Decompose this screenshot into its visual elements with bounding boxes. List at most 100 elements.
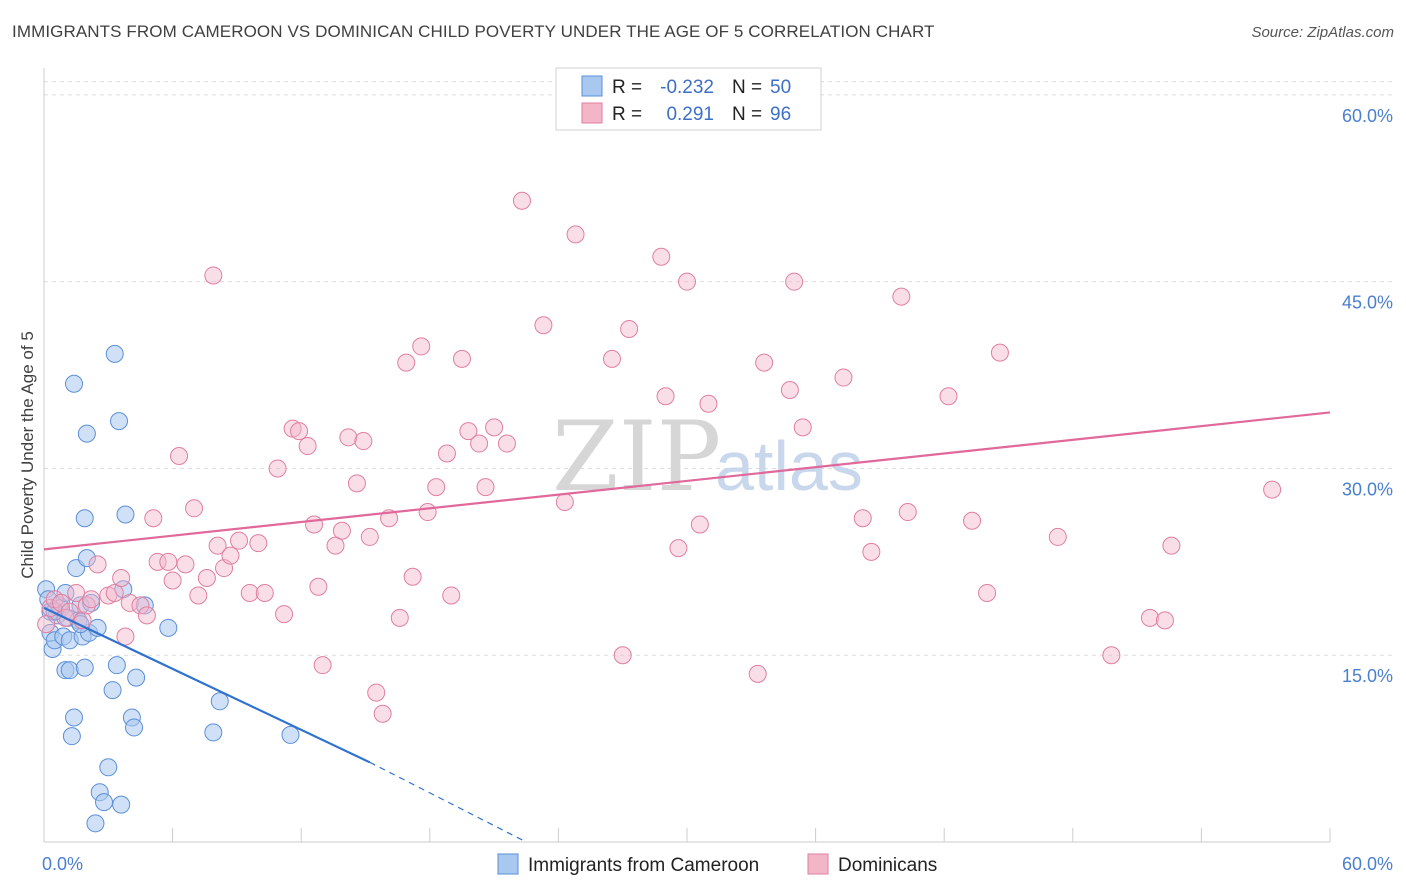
points-layer [37,191,1282,833]
series-legend-label-cameroon: Immigrants from Cameroon [528,855,759,876]
dominicans-point [159,552,178,571]
dominicans-point [189,586,208,605]
cameroon-point [65,708,84,727]
x-tick-label: 60.0% [1342,854,1393,874]
cameroon-point [159,618,178,637]
dominicans-point [208,536,227,555]
dominicans-point [116,627,135,646]
dominicans-point [1048,527,1067,546]
dominicans-point [397,353,416,372]
dominicans-point [170,447,189,465]
watermark-zip: ZIP [552,401,721,513]
cameroon-point [110,412,129,431]
dominicans-point [298,437,317,456]
dominicans-point [602,349,621,368]
dominicans-point [275,605,294,624]
dominicans-point [656,387,675,406]
cameroon-trend-line [43,606,371,764]
dominicans-point [476,478,495,497]
dominicans-point [780,381,799,400]
dominicans-point [512,191,531,210]
dominicans-point [249,534,268,553]
series-legend-label-dominicans: Dominicans [838,855,937,876]
dominicans-point [652,247,671,266]
dominicans-point [339,428,358,447]
dominicans-point [620,319,639,338]
cameroon-point [77,424,96,443]
axes-layer [43,68,1331,843]
cameroon-point [107,656,126,675]
dominicans-point [204,266,223,285]
dominicans-point [360,527,379,546]
series-legend: Immigrants from Cameroon Dominicans [497,853,937,876]
stats-legend-swatch-pink [581,102,603,124]
dominicans-point [898,503,917,522]
dominicans-point [112,569,131,588]
dominicans-point [305,515,324,534]
dominicans-point [470,434,489,453]
stats-legend-swatch-blue [581,75,603,97]
dominicans-point [892,287,911,306]
y-tick-label: 60.0% [1342,106,1393,126]
dominicans-point [412,337,431,356]
dominicans-point [1102,646,1121,665]
dominicans-point [105,583,124,602]
y-tick-label: 15.0% [1342,666,1393,686]
cameroon-point [112,795,131,814]
stats-legend: R = -0.232 N = 50 R = 0.291 N = 96 [555,67,822,131]
cameroon-point [116,505,135,524]
dominicans-point [197,569,216,588]
dominicans-point [309,577,328,596]
dominicans-point [332,521,351,540]
y-axis-label: Child Poverty Under the Age of 5 [18,331,37,579]
dominicans-point [669,539,688,558]
dominicans-point [566,225,585,244]
cameroon-point [86,814,105,833]
stats-legend-r-value-1: -0.232 [660,77,714,98]
dominicans-point [176,555,195,574]
dominicans-point [347,474,366,493]
chart-source: Source: ZipAtlas.com [1251,24,1394,41]
dominicans-point [853,509,872,528]
dominicans-point [290,422,309,441]
stats-legend-r-value-2: 0.291 [666,104,714,125]
dominicans-point [88,555,107,574]
y-tick-label: 30.0% [1342,479,1393,499]
stats-legend-n-value-1: 50 [770,77,791,98]
dominicans-point [367,683,386,702]
dominicans-point [313,656,332,675]
dominicans-point [163,571,182,590]
dominicans-point [373,704,392,723]
dominicans-point [240,583,259,602]
dominicans-point [148,552,167,571]
dominicans-point [144,509,163,528]
dominicans-point [939,387,958,406]
dominicans-point [67,583,86,602]
series-legend-swatch-dominicans [807,853,829,875]
trend-layer [43,411,1331,843]
cameroon-point [56,583,75,602]
dominicans-point [221,546,240,565]
dominicans-point [255,583,274,602]
cameroon-point [77,549,96,568]
dominicans-point [1140,608,1159,627]
grid-layer [44,81,1392,656]
dominicans-point [793,418,812,437]
dominicans-point [452,349,471,368]
cameroon-point [281,725,300,744]
cameroon-point [125,718,144,737]
cameroon-point [95,793,114,812]
dominicans-point [131,596,150,615]
dominicans-point [497,434,516,453]
dominicans-point [137,606,156,625]
cameroon-point [99,758,118,777]
cameroon-point [210,692,229,711]
dominicans-point [785,272,804,291]
dominicans-point [268,459,287,478]
dominicans-point [1155,611,1174,630]
dominicans-point [326,536,345,555]
dominicans-point [485,418,504,437]
cameroon-point [75,658,94,677]
dominicans-point [862,542,881,561]
